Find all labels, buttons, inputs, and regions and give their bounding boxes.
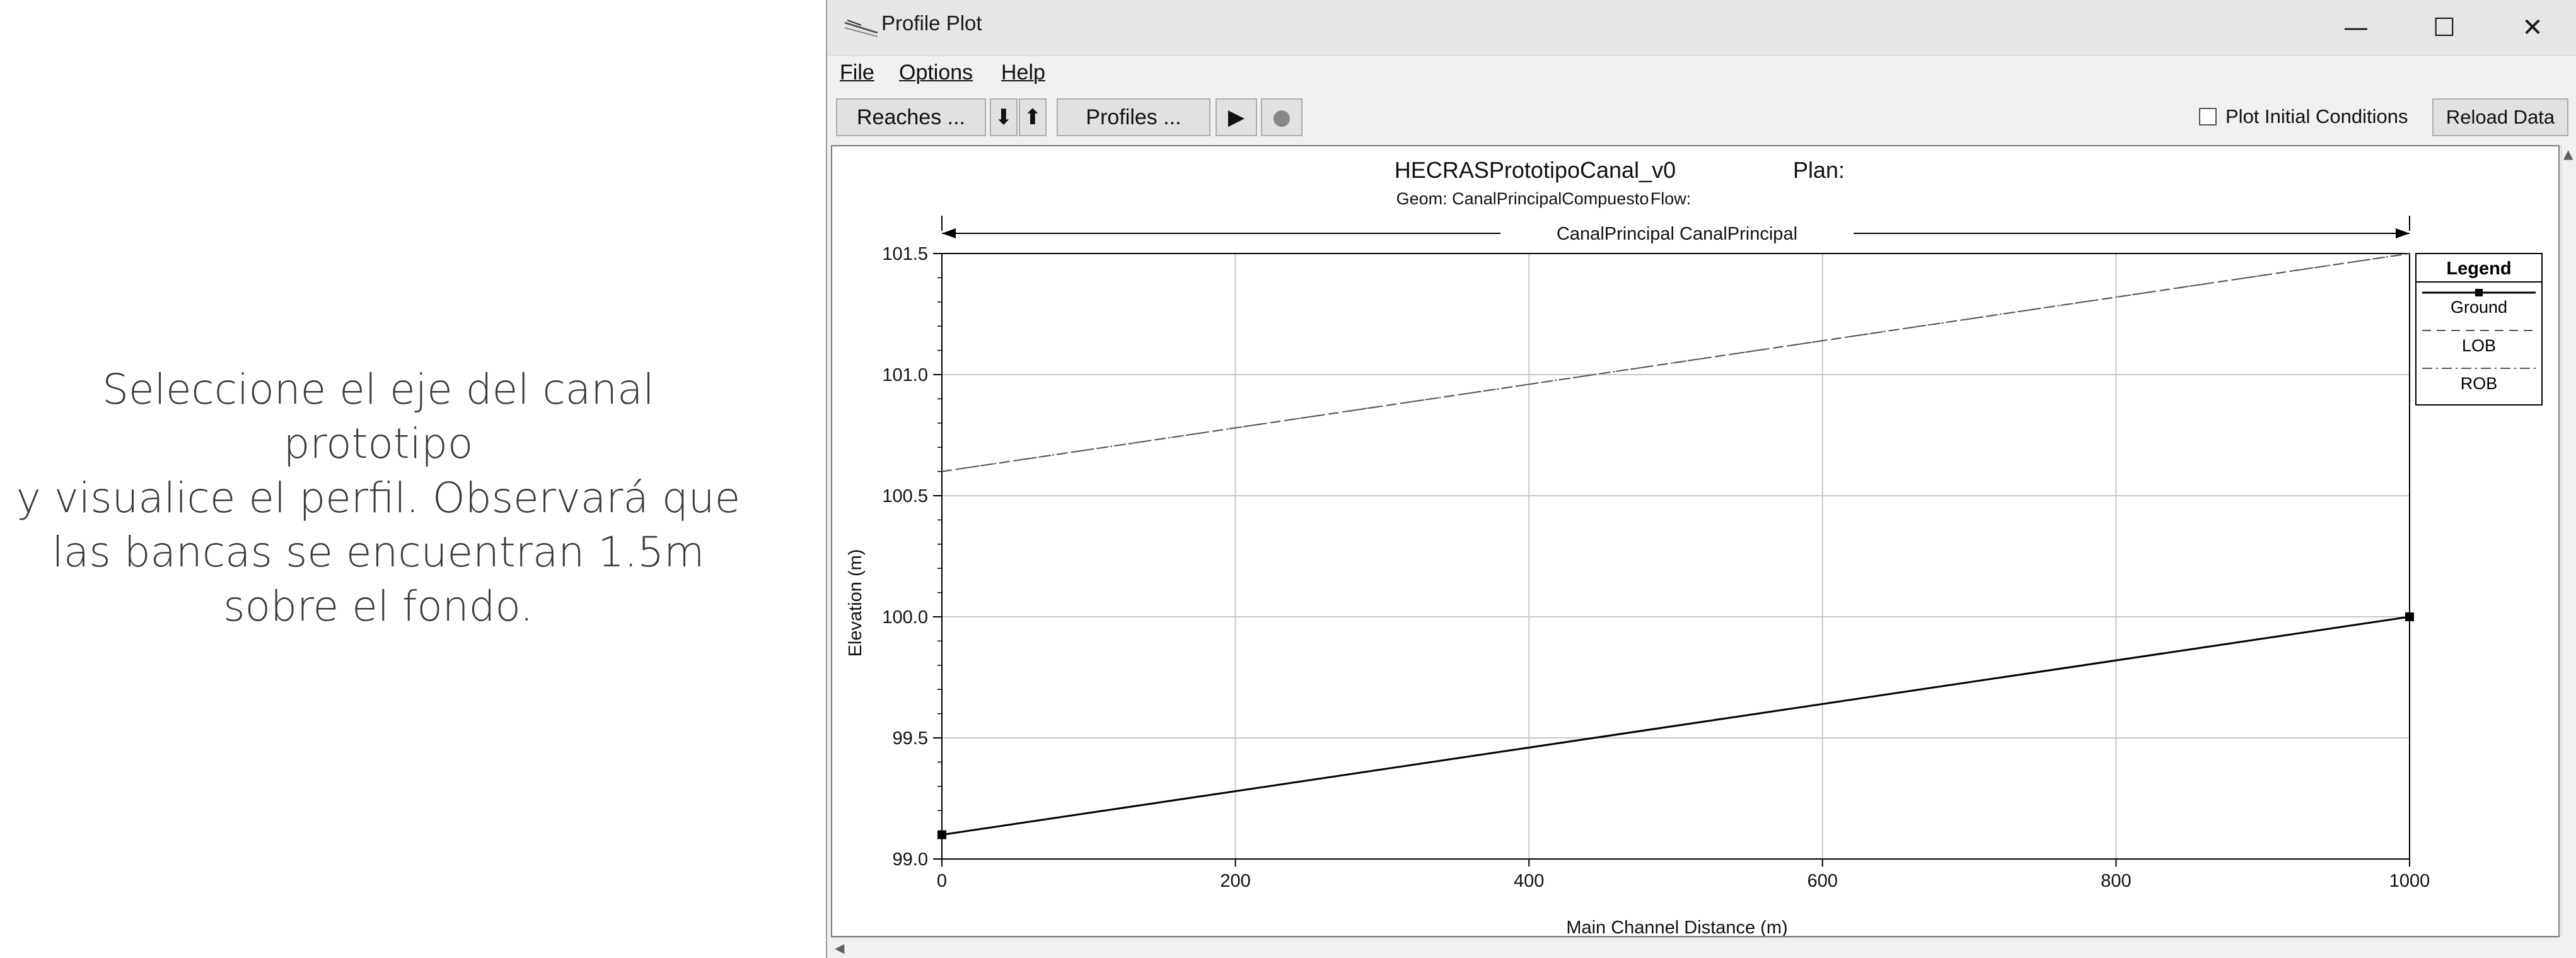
plot-initial-conditions-checkbox[interactable]: Plot Initial Conditions — [2199, 103, 2408, 130]
slide-caption: Seleccione el eje del canal prototipo y … — [13, 363, 744, 634]
grid — [941, 253, 2410, 860]
profile-plot-window: Profile Plot — ☐ ✕ File Options Help Rea… — [826, 0, 2576, 958]
caption-line: las bancas se encuentran 1.5m — [52, 528, 705, 576]
plot-frame-box — [941, 253, 2410, 860]
series — [937, 253, 2414, 839]
window-title: Profile Plot — [881, 11, 982, 35]
legend-title: Legend — [2446, 259, 2511, 279]
caption-line: sobre el fondo. — [223, 582, 533, 631]
legend: Legend Ground LOB ROB — [2415, 253, 2543, 406]
flow-label: Flow: — [1651, 189, 1691, 208]
play-icon[interactable]: ▶ — [1215, 98, 1257, 136]
y-axis-label: Elevation (m) — [845, 549, 866, 657]
menu-bar: File Options Help — [827, 55, 2576, 93]
series-point-ground — [2405, 612, 2414, 621]
geom-label: Geom: CanalPrincipalCompuesto — [1396, 189, 1649, 208]
profile-chart: 0 200 400 600 800 1000 99.0 99.5 100.0 100.5 101.0… — [845, 157, 2543, 938]
y-tick-label: 99.0 — [893, 850, 928, 870]
y-tick-label: 99.5 — [893, 728, 928, 749]
chart-title: HECRASPrototipoCanal_v0 — [1395, 157, 1676, 183]
reach-arrowhead-right — [2396, 228, 2410, 238]
x-tick-label: 1000 — [2389, 871, 2430, 891]
x-tick-label: 0 — [937, 871, 947, 891]
menu-help[interactable]: Help — [1001, 61, 1045, 85]
reach-label: CanalPrincipal CanalPrincipal — [1557, 224, 1797, 244]
series-point-ground — [937, 830, 946, 839]
profile-plot-icon — [844, 20, 878, 37]
close-icon[interactable]: ✕ — [2522, 13, 2543, 42]
legend-box — [2415, 253, 2543, 406]
x-tick-label: 200 — [1220, 871, 1250, 891]
maximize-icon[interactable]: ☐ — [2433, 13, 2456, 42]
toolbar: Reaches ... ⬇ ⬆ Profiles ... ▶ ● Plot In… — [827, 93, 2576, 143]
reach-span: CanalPrincipal CanalPrincipal — [941, 216, 2410, 244]
legend-ground-label: Ground — [2451, 298, 2507, 317]
profiles-button[interactable]: Profiles ... — [1057, 98, 1210, 136]
axes — [941, 253, 2410, 860]
legend-rob-label: ROB — [2461, 374, 2498, 393]
reach-arrowhead-left — [942, 228, 956, 238]
menu-file[interactable]: File — [840, 61, 874, 85]
plan-label: Plan: — [1793, 157, 1845, 183]
x-axis-label: Main Channel Distance (m) — [1566, 918, 1787, 936]
reaches-button[interactable]: Reaches ... — [836, 98, 986, 136]
caption-line: Seleccione el eje del canal prototipo — [102, 365, 654, 468]
arrow-down-icon[interactable]: ⬇ — [990, 98, 1018, 136]
legend-ground-marker — [2475, 289, 2483, 296]
plot-area: 0 200 400 600 800 1000 99.0 99.5 100.0 100.5 101.0… — [831, 145, 2560, 938]
reload-data-button[interactable]: Reload Data — [2432, 98, 2568, 136]
minimize-icon[interactable]: — — [2343, 13, 2369, 42]
y-tick-label: 101.5 — [882, 244, 928, 264]
series-line-rob — [941, 253, 2410, 472]
legend-lob-label: LOB — [2462, 336, 2496, 355]
title-bar[interactable]: Profile Plot — ☐ ✕ — [827, 0, 2576, 56]
vertical-scrollbar[interactable]: ▲ — [2561, 145, 2576, 937]
scroll-up-icon[interactable]: ▲ — [2563, 146, 2573, 161]
checkbox-box[interactable] — [2199, 108, 2217, 126]
x-tick-label: 400 — [1514, 871, 1544, 891]
y-tick-label: 100.5 — [882, 486, 928, 506]
horizontal-scrollbar[interactable]: ◀ — [831, 937, 2560, 957]
y-tick-label: 100.0 — [882, 607, 928, 628]
arrow-up-icon[interactable]: ⬆ — [1019, 98, 1047, 136]
x-tick-label: 600 — [1807, 871, 1838, 891]
record-icon[interactable]: ● — [1261, 98, 1303, 136]
menu-options[interactable]: Options — [899, 61, 973, 85]
series-line-ground — [941, 616, 2410, 836]
ticks: 0 200 400 600 800 1000 99.0 99.5 100.0 100.5 101.0… — [882, 244, 2430, 891]
y-tick-label: 101.0 — [882, 365, 928, 385]
x-tick-label: 800 — [2101, 871, 2131, 891]
scroll-left-icon[interactable]: ◀ — [835, 940, 845, 955]
plot-initial-conditions-label: Plot Initial Conditions — [2225, 105, 2408, 127]
caption-line: y visualice el perfil. Observará que — [16, 474, 741, 522]
